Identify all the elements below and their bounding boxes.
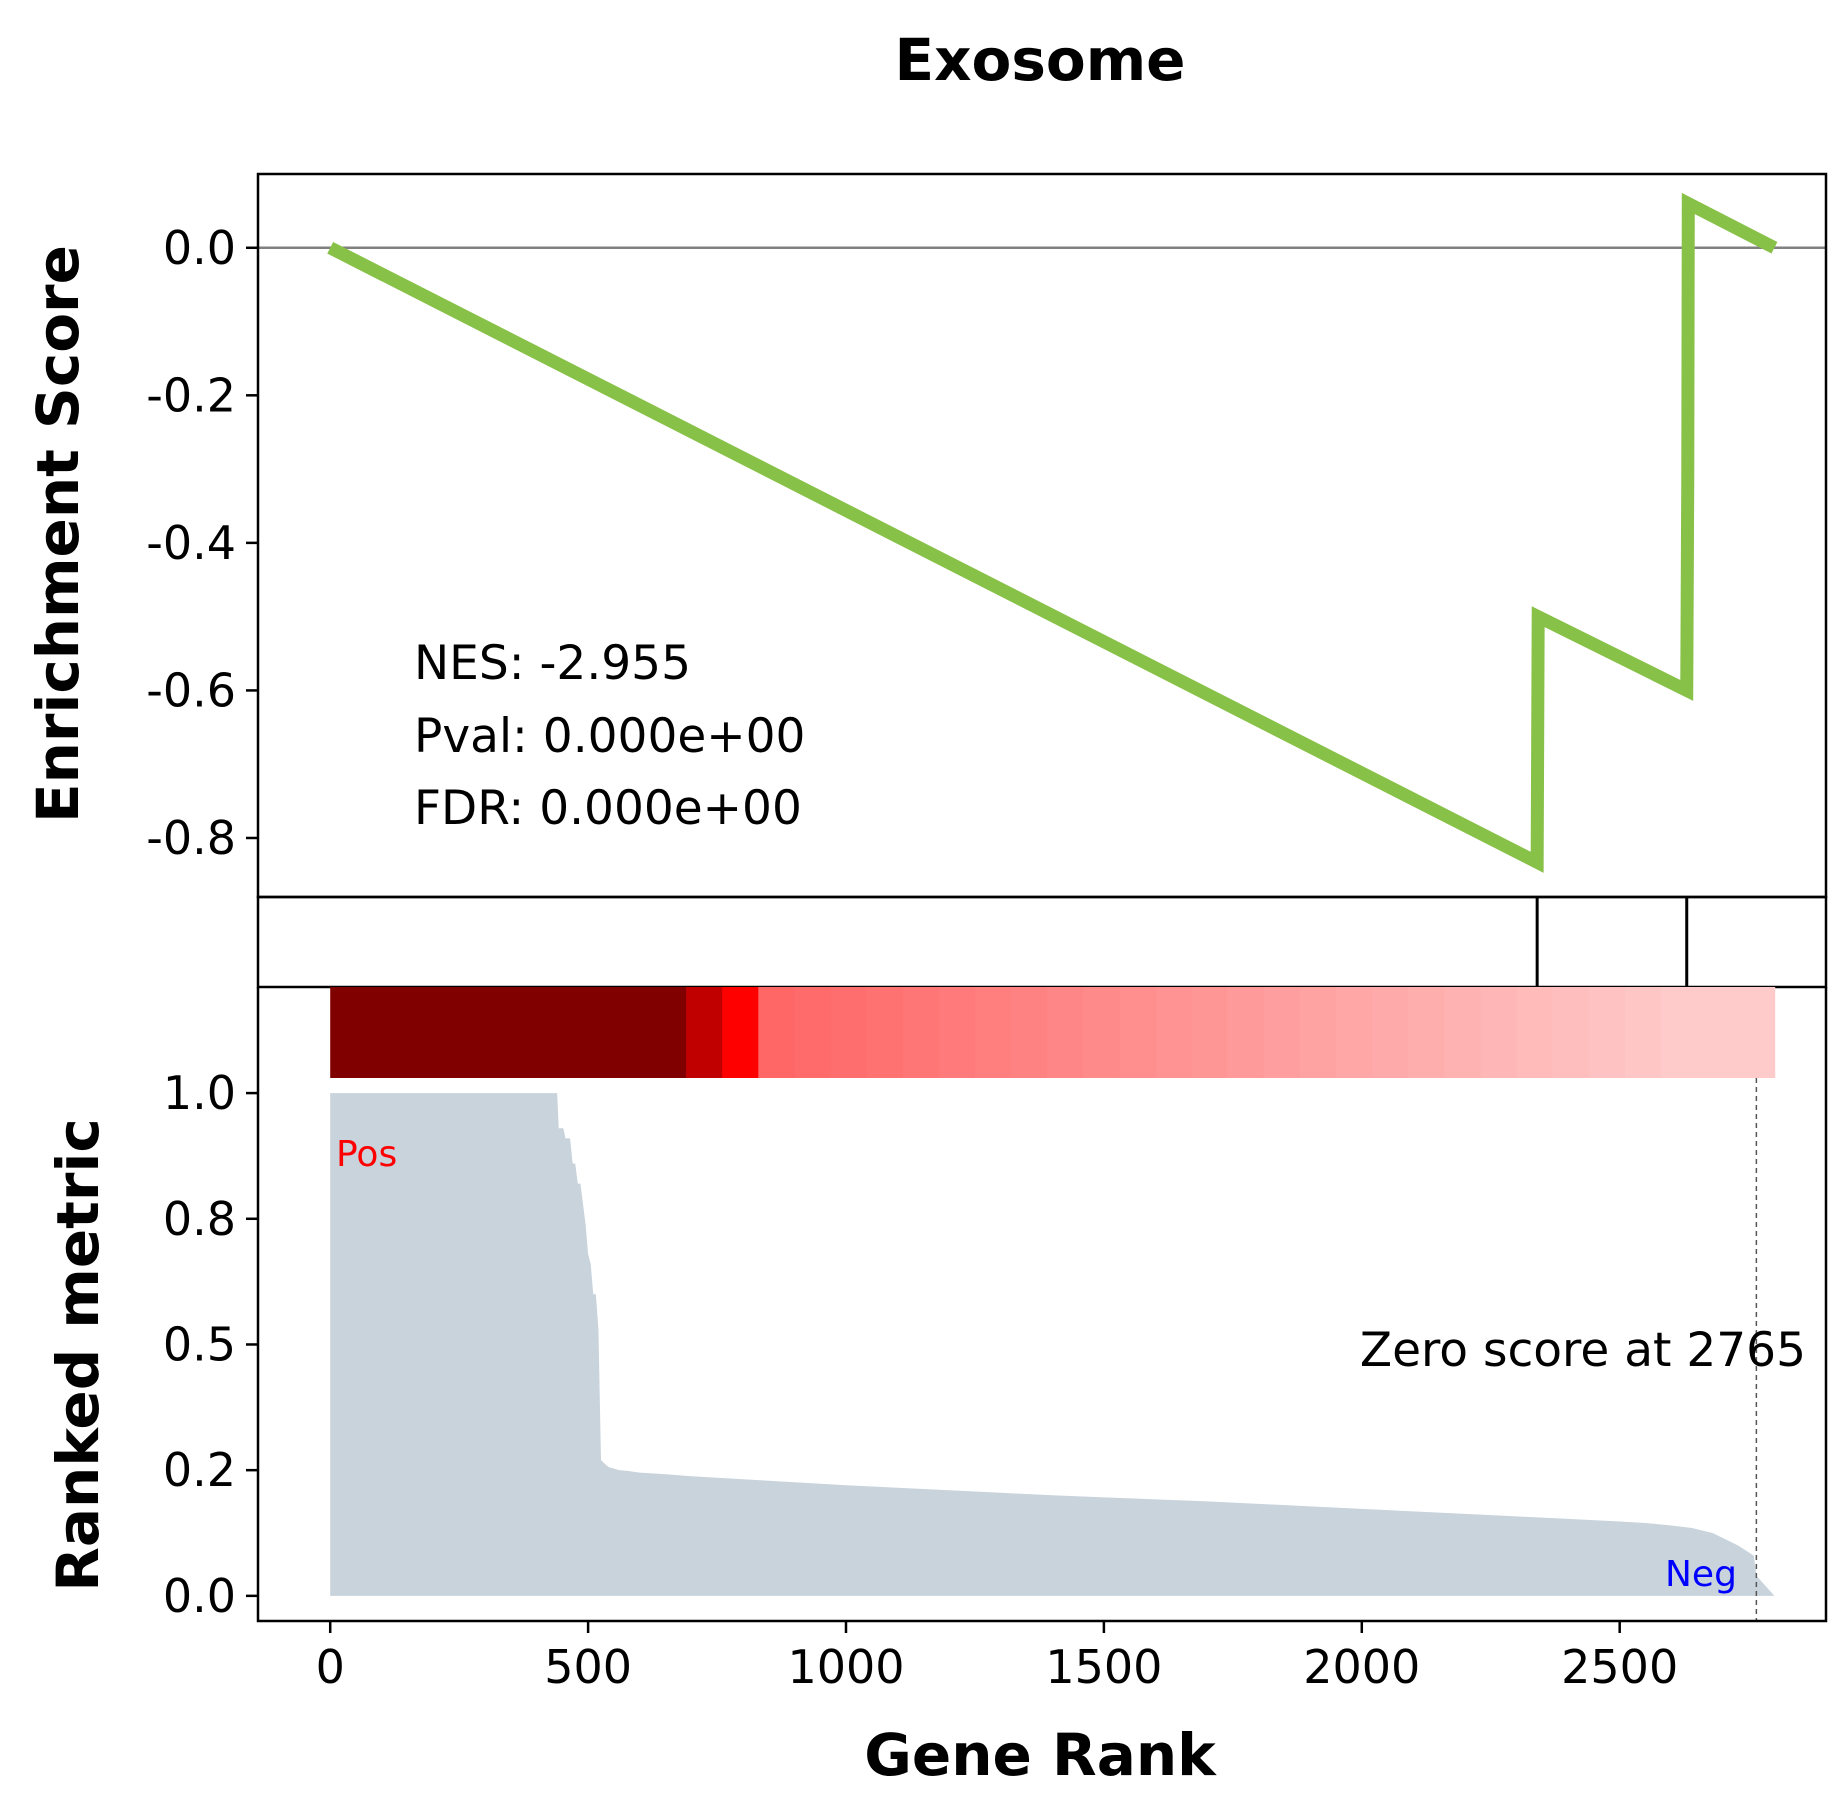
neg-label: Neg xyxy=(1665,1554,1737,1595)
heatmap-cell xyxy=(1624,987,1662,1078)
heatmap-cell xyxy=(830,987,868,1078)
nes-text: NES: -2.955 xyxy=(414,636,691,691)
x-tick-label: 500 xyxy=(544,1640,632,1694)
heatmap-cell xyxy=(1516,987,1554,1078)
heatmap-cell xyxy=(650,987,687,1078)
heatmap-cell xyxy=(330,987,507,1078)
x-axis-label: Gene Rank xyxy=(864,1721,1217,1789)
heatmap-cell xyxy=(1588,987,1626,1078)
heatmap-cell xyxy=(613,987,651,1078)
x-tick-label: 1500 xyxy=(1045,1640,1162,1694)
hits-panel-frame xyxy=(256,895,1828,989)
metric-tick-label: 0.5 xyxy=(163,1317,236,1371)
fdr-text: FDR: 0.000e+00 xyxy=(414,781,802,836)
heatmap-cell xyxy=(536,987,553,1078)
heatmap-cell xyxy=(1697,987,1734,1078)
pos-label: Pos xyxy=(336,1134,397,1175)
es-tick-label: -0.8 xyxy=(146,811,236,865)
heatmap-cell xyxy=(582,987,615,1078)
heatmap-cell xyxy=(938,987,976,1078)
heatmap-cell xyxy=(974,987,1012,1078)
hits-panel xyxy=(256,895,1828,989)
heatmap-cell xyxy=(1408,987,1446,1078)
metric-tick-label: 0.0 xyxy=(163,1569,236,1623)
heatmap-cell xyxy=(1552,987,1590,1078)
es-tick-label: -0.2 xyxy=(146,368,236,422)
pval-text: Pval: 0.000e+00 xyxy=(414,709,805,764)
heatmap-cell xyxy=(1083,987,1121,1078)
heatmap-cell xyxy=(505,987,538,1078)
heatmap-cell xyxy=(1336,987,1373,1078)
rank-heatmap xyxy=(330,987,1776,1078)
heatmap-cell xyxy=(1372,987,1410,1078)
chart-title: Exosome xyxy=(894,26,1185,94)
heatmap-cell xyxy=(1263,987,1301,1078)
es-tick-label: -0.6 xyxy=(146,663,236,717)
ranked-metric-area xyxy=(330,1093,1775,1596)
es-tick-label: 0.0 xyxy=(163,221,236,275)
heatmap-cell xyxy=(902,987,940,1078)
heatmap-cell xyxy=(758,987,796,1078)
heatmap-cell xyxy=(1119,987,1157,1078)
heatmap-cell xyxy=(1227,987,1265,1078)
heatmap-cell xyxy=(1011,987,1048,1078)
metric-tick-label: 0.2 xyxy=(163,1443,236,1497)
heatmap-cell xyxy=(1733,987,1776,1078)
heatmap-cell xyxy=(722,987,760,1078)
heatmap-cell xyxy=(552,987,584,1078)
heatmap-cell xyxy=(1299,987,1337,1078)
es-tick-label: -0.4 xyxy=(146,516,236,570)
zero-score-text: Zero score at 2765 xyxy=(1360,1323,1806,1378)
metric-panel-frame xyxy=(256,987,1828,1623)
x-tick-label: 2000 xyxy=(1303,1640,1420,1694)
heatmap-cell xyxy=(1660,987,1698,1078)
metric-tick-label: 0.8 xyxy=(163,1192,236,1246)
x-tick-label: 0 xyxy=(316,1640,345,1694)
heatmap-cell xyxy=(1191,987,1229,1078)
heatmap-cell xyxy=(794,987,832,1078)
x-tick-label: 2500 xyxy=(1561,1640,1678,1694)
metric-tick-label: 1.0 xyxy=(163,1066,236,1120)
heatmap-cell xyxy=(1480,987,1518,1078)
heatmap-cell xyxy=(866,987,904,1078)
heatmap-cell xyxy=(1047,987,1085,1078)
es-panel: 0.0 -0.2 -0.4 -0.6 -0.8 NES: -2.955 Pval: 0.… xyxy=(146,172,1828,899)
heatmap-cell xyxy=(1444,987,1482,1078)
heatmap-cell xyxy=(1155,987,1193,1078)
x-tick-label: 1000 xyxy=(787,1640,904,1694)
metric-axis-label: Ranked metric xyxy=(44,1118,112,1592)
es-line xyxy=(327,192,1778,873)
metric-panel: Pos Neg Zero score at 2765 0.0 0.2 0.5 0.8 1… xyxy=(163,987,1828,1694)
es-axis-label: Enrichment Score xyxy=(24,245,92,823)
heatmap-cell xyxy=(686,987,724,1078)
